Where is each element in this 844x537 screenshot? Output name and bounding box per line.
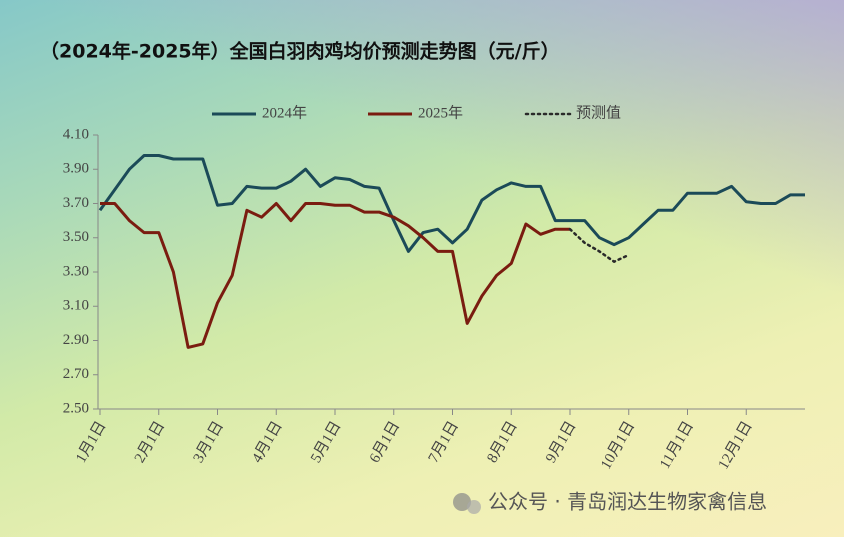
x-tick-label: 6月1日 [367, 419, 403, 466]
x-tick-label: 10月1日 [598, 419, 638, 472]
x-tick-label: 3月1日 [191, 419, 227, 466]
x-tick-label: 2月1日 [132, 419, 168, 466]
y-tick-label: 2.50 [63, 400, 89, 416]
x-tick-label: 4月1日 [249, 419, 285, 466]
x-tick-label: 11月1日 [657, 419, 697, 472]
y-tick-label: 3.70 [63, 195, 89, 211]
y-tick-label: 2.70 [63, 366, 89, 382]
series-line [100, 202, 570, 349]
y-tick-label: 3.10 [63, 298, 89, 314]
chart-title: （2024年-2025年）全国白羽肉鸡均价预测走势图（元/斤） [40, 40, 560, 63]
x-tick-label: 5月1日 [308, 419, 344, 466]
x-tick-label: 9月1日 [543, 419, 579, 466]
x-tick-label: 1月1日 [73, 419, 109, 466]
legend-label: 2025年 [418, 104, 463, 121]
x-tick-label: 12月1日 [716, 419, 756, 472]
y-tick-label: 4.10 [63, 126, 89, 142]
y-tick-label: 3.90 [63, 161, 89, 177]
y-tick-label: 2.90 [63, 332, 89, 348]
x-tick-label: 8月1日 [484, 419, 520, 466]
series-line [568, 227, 631, 263]
watermark: 公众号 · 青岛润达生物家禽信息 [488, 490, 767, 514]
watermark-icon [453, 493, 481, 514]
series-line [98, 154, 805, 253]
x-tick-label: 7月1日 [426, 419, 462, 466]
legend-label: 2024年 [262, 104, 307, 121]
legend-label: 预测值 [576, 104, 621, 121]
y-tick-label: 3.30 [63, 263, 89, 279]
y-tick-label: 3.50 [63, 229, 89, 245]
